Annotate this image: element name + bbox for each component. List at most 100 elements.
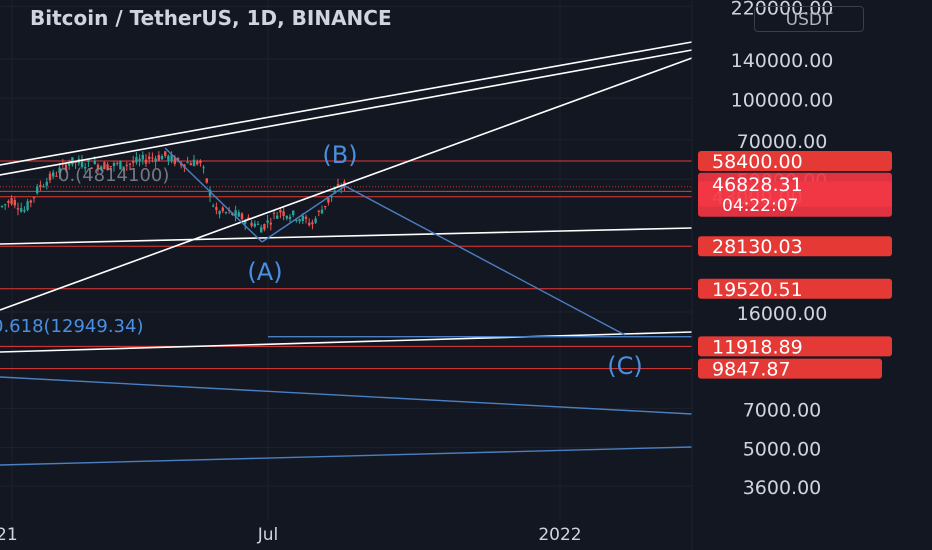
y-tick-label: 16000.00 (737, 303, 828, 325)
candle-body (279, 209, 282, 213)
candle-body (250, 222, 253, 226)
candle-body (336, 184, 340, 186)
candle-body (48, 173, 52, 181)
candle-body (256, 223, 260, 225)
fib-annotation: 0.618(12949.34) (0, 316, 143, 337)
x-tick-label: Jul (257, 525, 279, 545)
candle-body (263, 223, 266, 230)
candle-body (138, 158, 141, 161)
candle-body (276, 215, 279, 219)
candle-body (96, 164, 100, 170)
blue-trendline (0, 376, 693, 415)
candle-body (90, 167, 93, 169)
price-axis (692, 0, 932, 550)
candle-body (36, 186, 39, 194)
candle-body (80, 159, 84, 168)
current-price-label: 46828.31 (712, 174, 803, 196)
trendline-upper (0, 41, 693, 166)
candle-body (288, 216, 292, 219)
trendline-lower (0, 227, 693, 245)
candle-body (151, 157, 154, 159)
candle-body (282, 211, 285, 217)
candle-body (103, 162, 106, 170)
faint-annotation: 0.(4814100) (58, 165, 169, 186)
y-tick-label: 70000.00 (737, 131, 828, 153)
candle-body (240, 213, 244, 220)
candle-body (215, 207, 218, 211)
candle-body (295, 220, 298, 222)
candle-body (199, 160, 202, 163)
wave-leg (344, 185, 626, 336)
candle-body (154, 158, 157, 162)
candle-body (58, 167, 61, 173)
candle-body (84, 167, 87, 169)
level-label-box (698, 336, 892, 357)
candle-body (55, 175, 58, 177)
x-tick-label: 21 (0, 525, 18, 545)
candle-body (164, 151, 167, 156)
candle-body (311, 222, 314, 225)
level-label: 9847.87 (712, 359, 791, 381)
currency-selector[interactable]: USDT (754, 6, 864, 32)
y-tick-label: 3600.00 (743, 477, 822, 499)
candle-body (205, 178, 208, 183)
candle-body (26, 201, 29, 210)
candle-body (221, 207, 224, 212)
candle-body (160, 156, 164, 160)
candle-body (269, 222, 272, 225)
candle-body (292, 210, 295, 215)
candle-body (10, 198, 13, 205)
candle-body (7, 201, 10, 203)
candle-body (186, 161, 189, 163)
candle-body (148, 156, 151, 160)
candle-body (135, 157, 138, 163)
candle-body (176, 157, 180, 162)
candle-body (29, 200, 32, 203)
candle-body (157, 155, 160, 161)
candle-body (189, 163, 192, 166)
candle-body (327, 198, 330, 203)
candle-body (333, 190, 336, 194)
candle-body (167, 155, 170, 161)
candle-body (74, 161, 77, 163)
candle-body (42, 186, 45, 188)
level-label: 11918.89 (712, 336, 803, 358)
candle-body (32, 197, 36, 199)
candle-body (170, 154, 173, 161)
candle-body (68, 163, 71, 166)
candle-body (301, 215, 304, 221)
candle-body (144, 159, 148, 164)
candle-body (237, 212, 240, 217)
candle-body (266, 220, 269, 223)
candle-body (308, 222, 311, 226)
candle-body (125, 164, 128, 166)
wave-leg (261, 185, 346, 243)
candle-body (224, 212, 228, 214)
candle-body (39, 184, 42, 188)
candle-body (317, 210, 320, 212)
x-tick-label: 2022 (538, 525, 581, 545)
candle-body (208, 189, 212, 197)
candle-body (106, 164, 109, 171)
candle-body (330, 196, 333, 198)
trendline-rising (0, 57, 693, 311)
level-label: 58400.00 (712, 151, 803, 173)
trendline-upper-2 (0, 49, 693, 176)
wave-label-c: (C) (607, 352, 642, 380)
y-tick-label: 7000.00 (743, 399, 822, 421)
candle-body (122, 166, 125, 168)
candle-body (202, 167, 205, 169)
candle-body (234, 210, 237, 216)
candle-body (324, 205, 327, 208)
candle-body (64, 164, 68, 171)
wave-label-b: (B) (322, 141, 357, 169)
candle-body (192, 159, 196, 167)
candle-body (100, 166, 103, 170)
candle-body (23, 210, 26, 212)
candle-body (260, 227, 263, 233)
level-label: 28130.03 (712, 236, 803, 258)
candle-body (128, 163, 132, 165)
wave-label-a: (A) (247, 258, 282, 286)
